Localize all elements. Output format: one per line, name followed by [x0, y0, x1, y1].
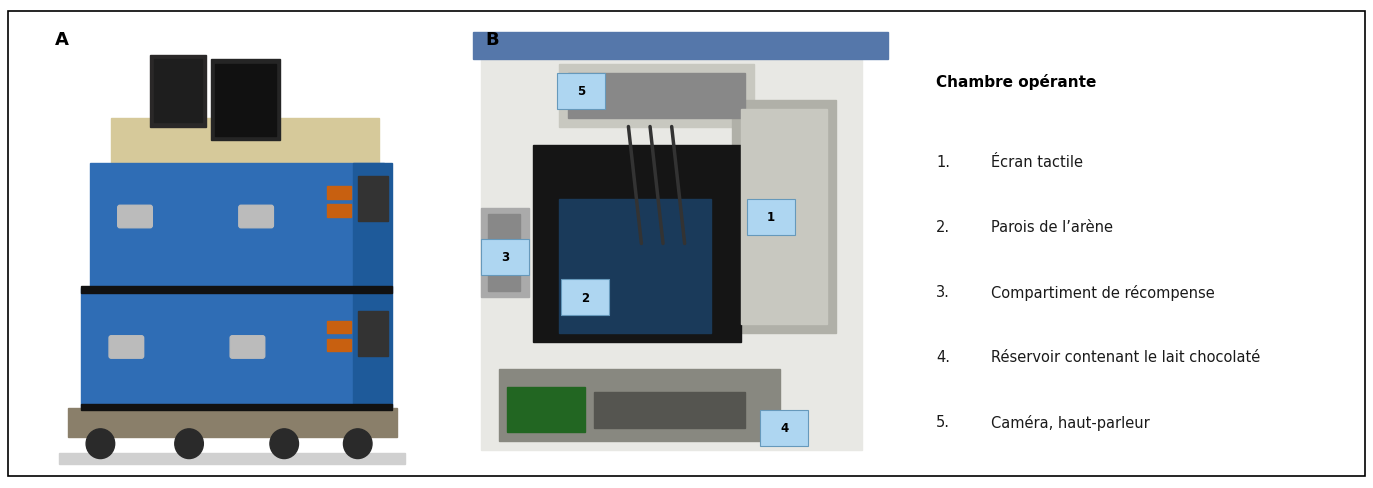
Text: B: B	[486, 31, 500, 49]
FancyBboxPatch shape	[562, 280, 610, 316]
Text: 5: 5	[577, 85, 585, 98]
Text: Écran tactile: Écran tactile	[991, 154, 1083, 169]
Bar	[568, 73, 746, 118]
Bar	[353, 163, 393, 410]
Bar	[81, 286, 393, 293]
Bar	[741, 109, 828, 325]
Bar	[482, 208, 529, 298]
Bar	[150, 56, 206, 127]
Text: Réservoir contenant le lait chocolaté: Réservoir contenant le lait chocolaté	[991, 349, 1260, 365]
FancyBboxPatch shape	[108, 336, 144, 359]
Bar	[327, 321, 351, 334]
Text: Compartiment de récompense: Compartiment de récompense	[991, 285, 1215, 301]
Text: A: A	[55, 31, 69, 49]
FancyBboxPatch shape	[118, 206, 152, 228]
Bar	[327, 204, 351, 217]
Text: 3: 3	[501, 251, 509, 264]
Text: 1: 1	[768, 211, 776, 224]
Text: 2.: 2.	[936, 219, 950, 234]
Bar	[358, 311, 389, 356]
Bar	[732, 101, 836, 334]
Bar	[210, 60, 280, 141]
Text: Chambre opérante: Chambre opérante	[936, 73, 1097, 89]
FancyBboxPatch shape	[557, 73, 604, 109]
Bar	[155, 60, 202, 123]
Text: Caméra, haut-parleur: Caméra, haut-parleur	[991, 415, 1151, 430]
Bar	[482, 60, 862, 450]
Text: 2: 2	[581, 291, 589, 305]
Bar	[593, 392, 746, 428]
Circle shape	[86, 429, 115, 459]
Bar	[508, 387, 585, 432]
FancyBboxPatch shape	[239, 206, 273, 228]
Bar	[487, 215, 520, 291]
Circle shape	[270, 429, 298, 459]
Bar	[89, 163, 383, 289]
Bar	[69, 408, 397, 437]
Circle shape	[174, 429, 203, 459]
Bar	[559, 199, 711, 334]
Bar	[559, 64, 754, 127]
FancyBboxPatch shape	[761, 410, 807, 446]
Bar	[498, 370, 780, 442]
Bar	[81, 289, 383, 410]
FancyBboxPatch shape	[231, 336, 265, 359]
Text: 5.: 5.	[936, 415, 950, 429]
Text: Parois de l’arène: Parois de l’arène	[991, 219, 1114, 234]
Bar	[81, 404, 393, 410]
FancyBboxPatch shape	[747, 199, 795, 235]
Bar	[216, 64, 276, 136]
Bar	[111, 118, 379, 163]
Text: 4.: 4.	[936, 349, 950, 365]
Bar	[472, 33, 888, 60]
Bar	[59, 453, 405, 464]
FancyBboxPatch shape	[482, 240, 529, 275]
Bar	[327, 339, 351, 352]
Bar	[327, 186, 351, 199]
Bar	[358, 177, 389, 222]
Bar	[533, 145, 741, 343]
Text: 1.: 1.	[936, 154, 950, 169]
Text: 4: 4	[780, 422, 788, 434]
Text: 3.: 3.	[936, 285, 950, 299]
Circle shape	[343, 429, 372, 459]
